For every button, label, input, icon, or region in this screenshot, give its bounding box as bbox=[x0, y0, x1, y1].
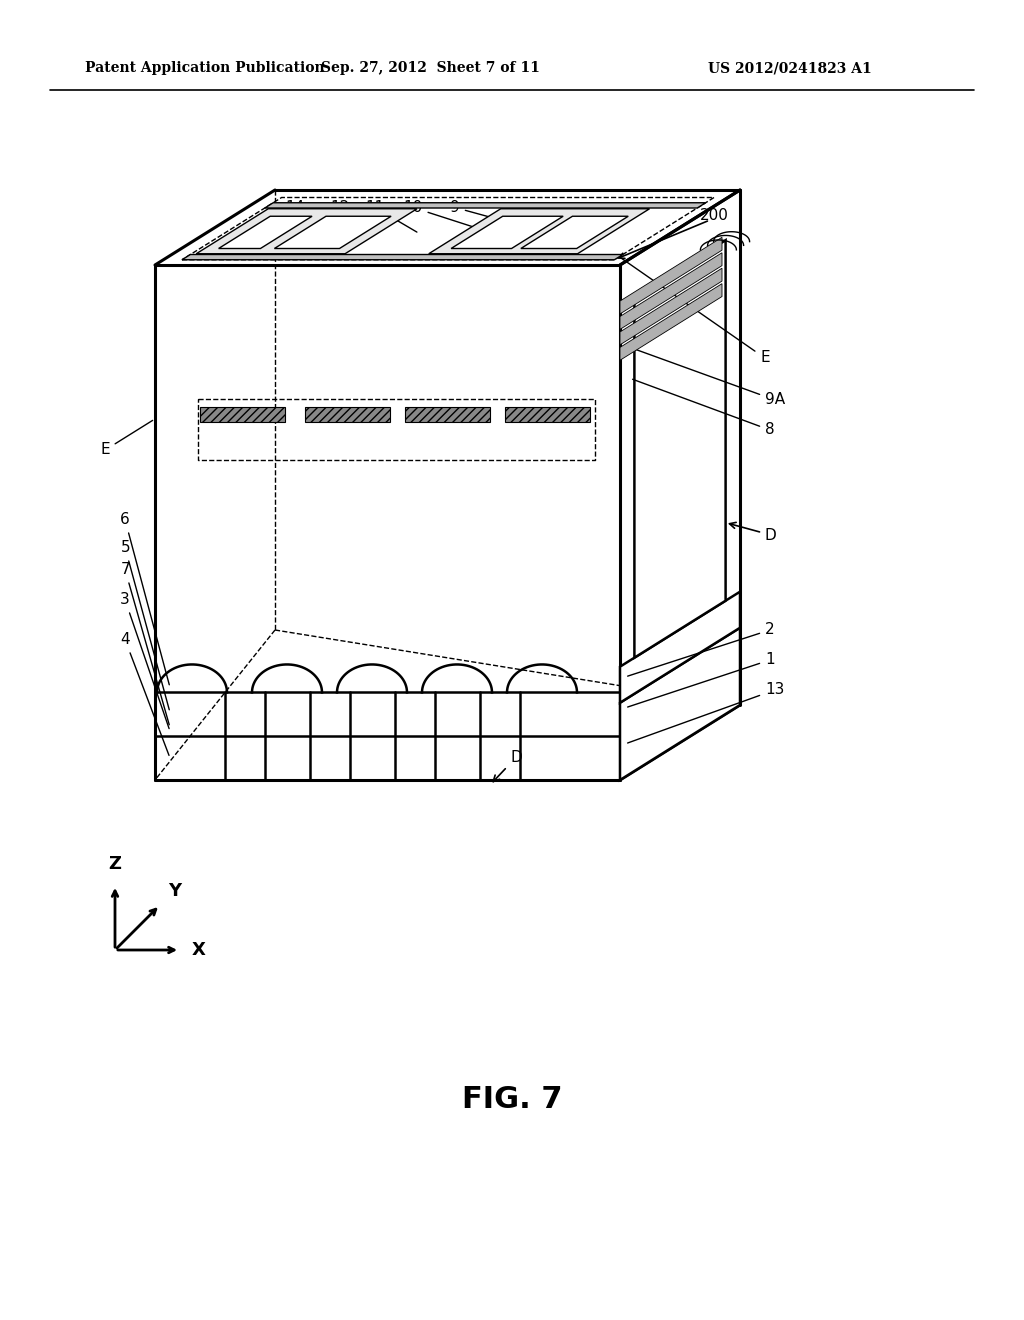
Polygon shape bbox=[155, 190, 740, 265]
Text: 3: 3 bbox=[120, 593, 169, 729]
Text: 13: 13 bbox=[628, 682, 784, 743]
Text: US 2012/0241823 A1: US 2012/0241823 A1 bbox=[709, 61, 871, 75]
Polygon shape bbox=[265, 203, 706, 209]
Text: E: E bbox=[622, 259, 770, 366]
Text: X: X bbox=[193, 941, 206, 960]
Polygon shape bbox=[197, 209, 417, 253]
Polygon shape bbox=[620, 238, 722, 314]
Bar bbox=[505, 407, 590, 422]
Text: Sep. 27, 2012  Sheet 7 of 11: Sep. 27, 2012 Sheet 7 of 11 bbox=[321, 61, 540, 75]
Bar bbox=[200, 407, 285, 422]
Bar bbox=[406, 407, 490, 422]
Text: FIG. 7: FIG. 7 bbox=[462, 1085, 562, 1114]
Text: 1: 1 bbox=[628, 652, 774, 708]
Text: 8: 8 bbox=[633, 379, 774, 437]
Polygon shape bbox=[620, 268, 722, 345]
Polygon shape bbox=[620, 190, 740, 780]
Polygon shape bbox=[452, 216, 563, 248]
Polygon shape bbox=[182, 198, 714, 260]
Polygon shape bbox=[620, 591, 740, 702]
Polygon shape bbox=[155, 265, 620, 780]
Polygon shape bbox=[620, 284, 722, 360]
Polygon shape bbox=[620, 252, 722, 330]
Text: 14: 14 bbox=[272, 201, 304, 231]
Polygon shape bbox=[218, 216, 312, 248]
Text: 5: 5 bbox=[121, 540, 169, 710]
Text: 10: 10 bbox=[403, 201, 492, 232]
Polygon shape bbox=[274, 216, 391, 248]
Text: 9: 9 bbox=[451, 201, 566, 238]
Polygon shape bbox=[182, 255, 623, 260]
Text: 12: 12 bbox=[331, 201, 349, 231]
Polygon shape bbox=[635, 240, 726, 657]
Text: 2: 2 bbox=[628, 623, 774, 676]
Text: Patent Application Publication: Patent Application Publication bbox=[85, 61, 325, 75]
Text: 200: 200 bbox=[700, 207, 729, 223]
Text: 9A: 9A bbox=[633, 348, 785, 408]
Text: 6: 6 bbox=[120, 512, 169, 685]
Polygon shape bbox=[620, 628, 740, 780]
Text: Y: Y bbox=[168, 882, 181, 900]
Text: 4: 4 bbox=[121, 632, 169, 755]
Bar bbox=[305, 407, 390, 422]
Text: Z: Z bbox=[109, 855, 122, 873]
Text: D: D bbox=[729, 523, 777, 543]
Text: 7: 7 bbox=[121, 562, 169, 725]
Polygon shape bbox=[521, 216, 629, 248]
Text: D: D bbox=[494, 750, 522, 781]
Polygon shape bbox=[429, 209, 649, 253]
Text: 11: 11 bbox=[366, 201, 417, 232]
Text: E: E bbox=[100, 420, 153, 458]
